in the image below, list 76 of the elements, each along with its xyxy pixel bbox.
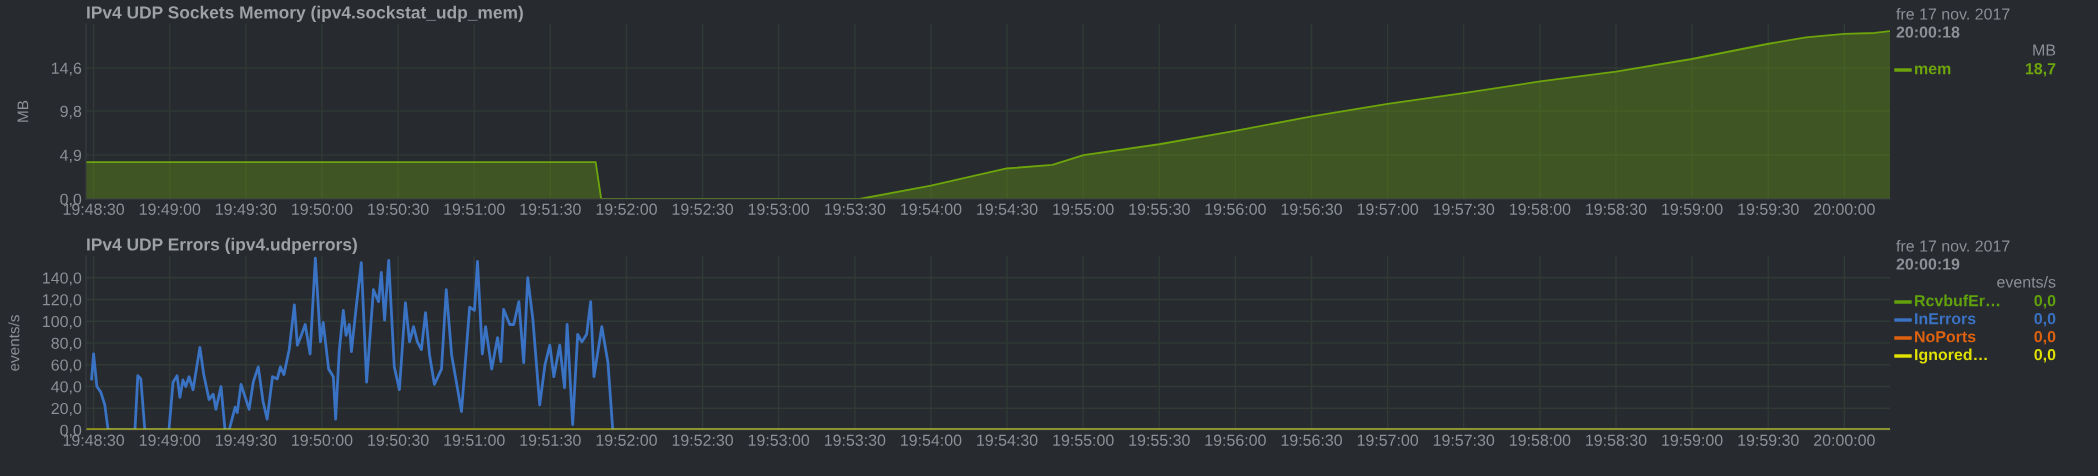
x-tick-label: 19:49:30: [215, 203, 277, 215]
x-tick-label: 19:55:30: [1129, 203, 1190, 215]
x-tick-label: 19:49:00: [139, 203, 201, 215]
text: 0,0: [2034, 294, 2056, 309]
x-tick-label: 19:53:30: [824, 434, 886, 446]
x-tick-label: 19:56:30: [1281, 434, 1342, 446]
text: 0,0: [2034, 348, 2056, 363]
x-tick-label: 19:52:00: [596, 203, 657, 215]
y-tick-label: 14,6: [51, 62, 82, 76]
y-tick-label: 40,0: [51, 381, 82, 395]
x-tick-label: 19:58:00: [1510, 434, 1571, 446]
y-tick-label: 20,0: [51, 402, 82, 417]
x-tick-label: 19:58:00: [1510, 203, 1571, 215]
x-tick-label: 19:56:00: [1205, 434, 1266, 446]
x-tick-label: 19:52:30: [672, 203, 734, 215]
x-tick-label: 19:55:30: [1129, 434, 1190, 446]
x-tick-label: 20:00:00: [1814, 203, 1875, 215]
y-tick-label: 140,0: [43, 272, 82, 286]
x-tick-label: 19:50:00: [292, 434, 353, 446]
y-axis-title: MB: [17, 100, 29, 122]
x-tick-label: 19:53:30: [824, 203, 886, 215]
x-tick-label: 19:53:00: [748, 434, 810, 446]
text: 0,0: [2034, 312, 2056, 327]
text: fre 17 nov. 2017: [1896, 8, 2010, 20]
legend-label: NoPorts: [1915, 331, 1976, 343]
x-tick-label: 19:54:30: [977, 434, 1038, 446]
x-tick-label: 19:57:30: [1433, 203, 1495, 215]
text: 20:00:19: [1896, 258, 1960, 270]
x-tick-label: 19:59:00: [1662, 203, 1723, 215]
x-tick-label: 19:50:30: [368, 203, 429, 215]
text: fre 17 nov. 2017: [1896, 240, 2010, 252]
y-tick-label: 80,0: [51, 337, 82, 351]
y-tick-label: 60,0: [51, 359, 82, 373]
x-tick-label: 19:49:00: [139, 434, 201, 446]
x-tick-label: 20:00:00: [1814, 434, 1875, 446]
text: MB: [2033, 44, 2056, 56]
x-tick-label: 19:54:00: [901, 203, 962, 215]
x-tick-label: 19:57:00: [1357, 434, 1419, 446]
text: 18,7: [2025, 62, 2056, 77]
x-tick-label: 19:52:00: [596, 434, 657, 446]
chart-title: IPv4 UDP Errors (ipv4.udperrors): [87, 237, 357, 255]
x-tick-label: 19:54:30: [977, 203, 1038, 215]
legend-label: RcvbufEr…: [1915, 294, 2000, 307]
x-tick-label: 19:58:30: [1586, 434, 1647, 446]
x-tick-label: 19:59:00: [1662, 434, 1723, 446]
y-tick-label: 9,8: [60, 105, 82, 119]
text: 0,0: [2034, 330, 2056, 345]
x-tick-label: 19:57:00: [1357, 203, 1419, 215]
x-tick-label: 19:54:00: [901, 434, 962, 446]
chart-title: IPv4 UDP Sockets Memory (ipv4.sockstat_udp_mem): [87, 5, 523, 23]
legend-label: mem: [1915, 65, 1951, 75]
x-tick-label: 19:56:00: [1205, 203, 1266, 215]
x-tick-label: 19:59:30: [1738, 203, 1799, 215]
y-tick-label: 100,0: [43, 315, 82, 330]
y-tick-label: 4,9: [60, 149, 82, 163]
x-tick-label: 19:58:30: [1586, 203, 1647, 215]
text: 20:00:18: [1896, 26, 1960, 38]
y-axis-title: events/s: [8, 315, 20, 371]
x-tick-label: 19:49:30: [215, 434, 277, 446]
x-tick-label: 19:57:30: [1433, 434, 1495, 446]
text: events/s: [1997, 276, 2056, 288]
legend-label: Ignored…: [1915, 348, 1987, 364]
x-tick-label: 19:51:00: [444, 203, 505, 215]
x-tick-label: 19:55:00: [1053, 434, 1114, 446]
x-tick-label: 19:51:30: [520, 434, 581, 446]
x-tick-label: 19:53:00: [748, 203, 810, 215]
x-tick-label: 19:56:30: [1281, 203, 1342, 215]
y-tick-label: 120,0: [43, 294, 82, 308]
legend-label: InErrors: [1915, 313, 1976, 325]
x-tick-label: 19:51:00: [444, 434, 505, 446]
x-tick-label: 19:50:30: [368, 434, 429, 446]
x-tick-label: 19:59:30: [1738, 434, 1799, 446]
x-tick-label: 19:52:30: [672, 434, 734, 446]
x-tick-label: 19:50:00: [292, 203, 353, 215]
x-tick-label: 19:51:30: [520, 203, 581, 215]
x-tick-label: 19:55:00: [1053, 203, 1114, 215]
